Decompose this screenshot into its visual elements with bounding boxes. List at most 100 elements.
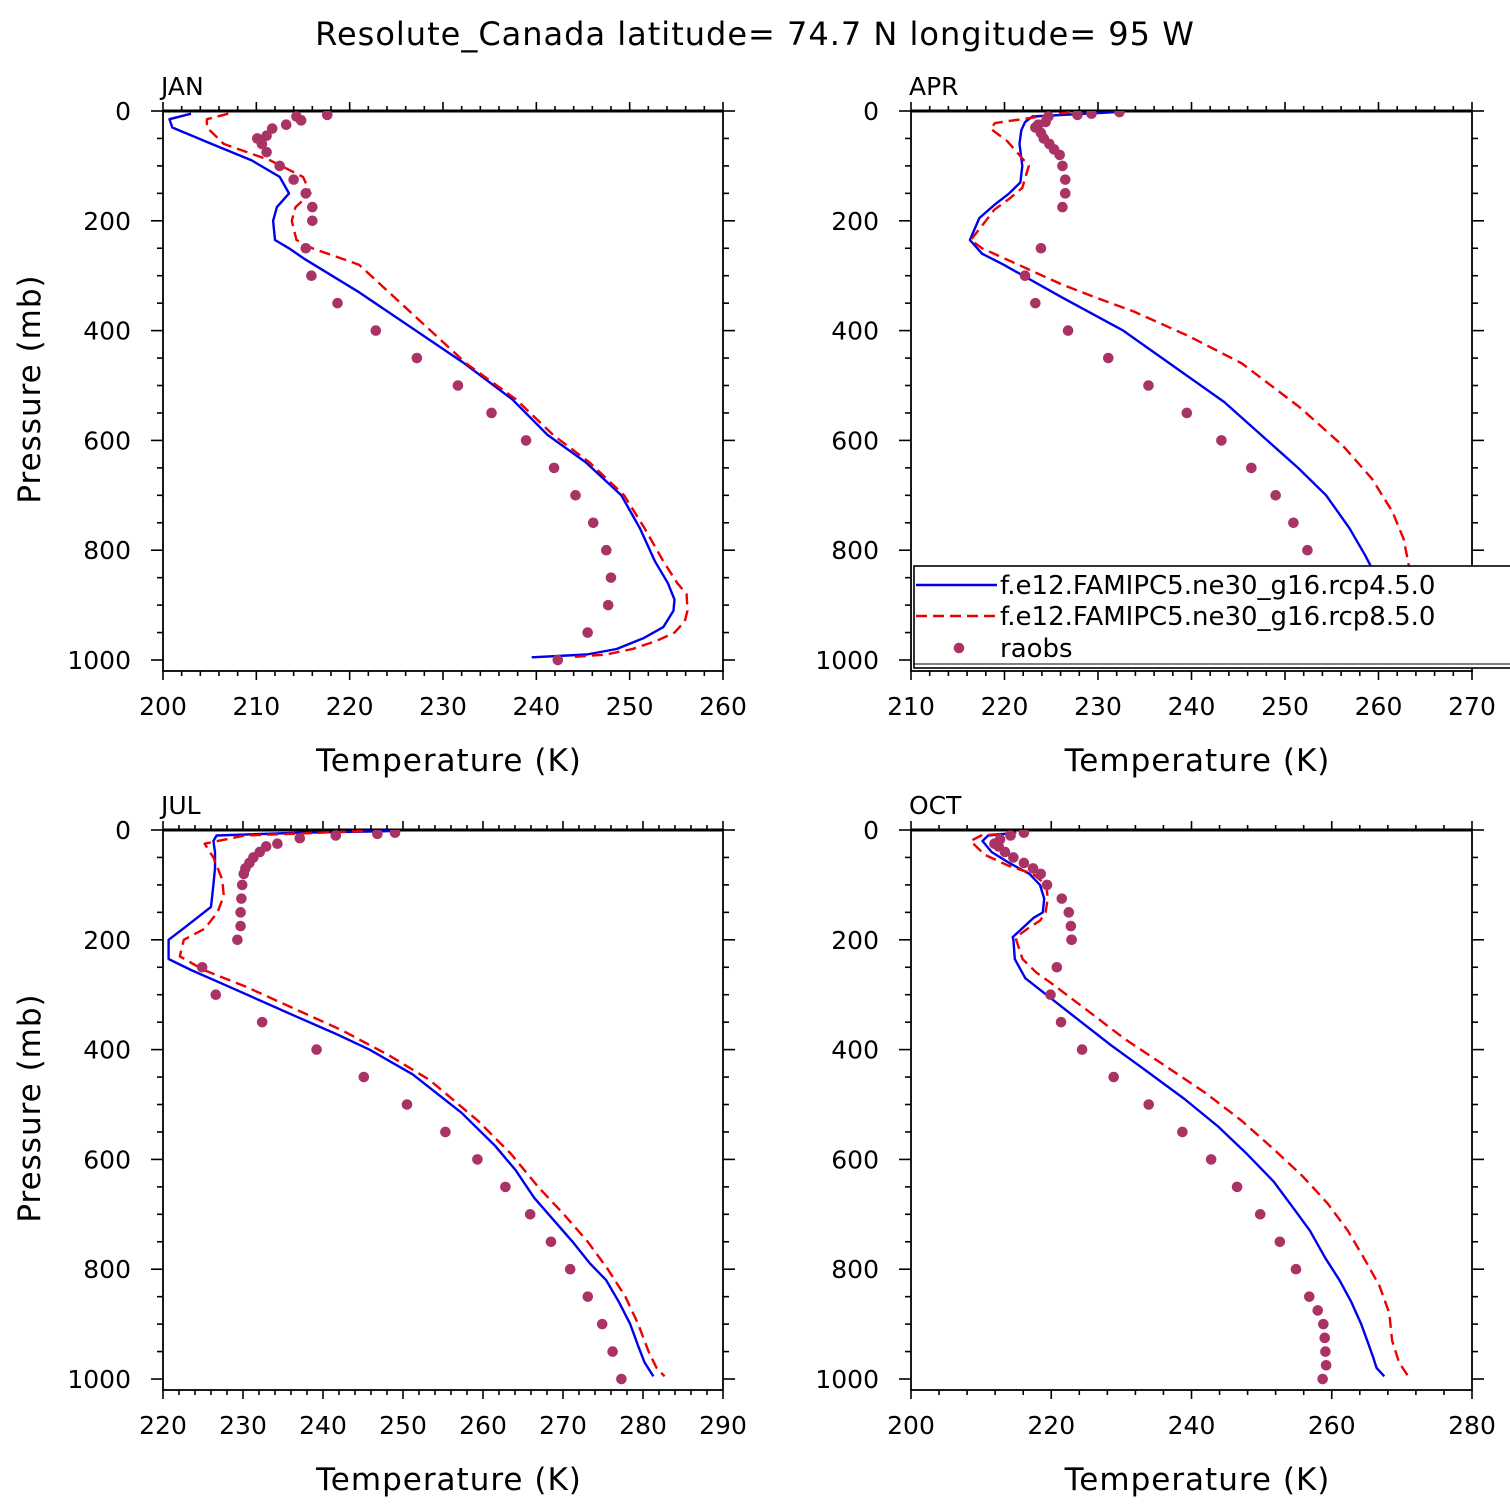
plot-frame <box>162 829 724 1391</box>
raobs-point <box>1320 1346 1331 1357</box>
y-tick-label: 400 <box>83 317 131 346</box>
raobs-point <box>1054 149 1065 161</box>
y-tick-label: 200 <box>83 207 131 236</box>
raobs-point <box>389 830 401 839</box>
raobs-point <box>306 270 317 282</box>
raobs-point <box>1063 907 1075 918</box>
raobs-point <box>330 830 342 841</box>
raobs-point <box>232 934 243 946</box>
raobs-point <box>486 407 497 419</box>
raobs-point <box>235 920 246 932</box>
raobs-point <box>238 868 250 880</box>
raobs-point <box>401 1099 413 1110</box>
x-tick-label: 260 <box>1355 692 1403 721</box>
rcp45-series-line <box>168 112 676 659</box>
raobs-point <box>1035 242 1047 254</box>
y-tick-label: 0 <box>863 97 879 126</box>
x-axis-label: Temperature (K) <box>315 743 582 779</box>
raobs-point <box>1019 270 1031 282</box>
legend-box <box>913 565 1510 669</box>
panel-oct: OCT 200 220 240 260 280 0 200 400 600 800 1000 Tempe… <box>815 791 1495 1498</box>
raobs-point <box>552 654 564 666</box>
raobs-point <box>1072 111 1083 121</box>
raobs-point <box>370 325 382 336</box>
raobs-point <box>1143 1099 1155 1110</box>
raobs-point <box>300 188 312 199</box>
panel-label: JAN <box>159 72 204 101</box>
raobs-point <box>1205 1154 1217 1165</box>
raobs-point <box>321 111 333 121</box>
raobs-point <box>1288 517 1299 529</box>
raobs-point <box>1274 1236 1286 1248</box>
raobs-point <box>274 160 285 172</box>
x-tick-label: 210 <box>232 692 280 721</box>
raobs-point <box>288 174 299 185</box>
raobs-point <box>1143 380 1154 391</box>
raobs-point <box>545 1236 557 1248</box>
raobs-point <box>1018 830 1030 839</box>
raobs-point <box>1114 111 1125 118</box>
raobs-point <box>1051 961 1063 973</box>
raobs-point <box>548 462 560 474</box>
rcp85-series-line <box>205 112 689 659</box>
x-tick-label: 220 <box>326 692 374 721</box>
raobs-point <box>1086 111 1097 120</box>
raobs-point <box>570 490 581 501</box>
panel-apr: APR 210 220 230 240 250 260 270 0 200 400 600 800 100… <box>815 72 1510 779</box>
panel-label: OCT <box>909 791 962 820</box>
raobs-point <box>307 215 318 227</box>
raobs-point <box>256 1016 268 1028</box>
raobs-point <box>1290 1263 1302 1275</box>
y-tick-label: 600 <box>831 426 879 455</box>
legend-label: raobs <box>1000 634 1073 664</box>
x-tick-label: 240 <box>1168 1411 1216 1440</box>
raobs-point <box>411 352 423 364</box>
x-tick-label: 250 <box>379 1411 427 1440</box>
y-tick-label: 1000 <box>815 1365 879 1394</box>
raobs-point <box>1045 989 1056 1001</box>
y-tick-label: 400 <box>83 1036 131 1065</box>
plot-frame <box>162 110 724 672</box>
x-tick-label: 260 <box>459 1411 507 1440</box>
raobs-point <box>1066 934 1077 946</box>
raobs-point <box>1076 1044 1088 1055</box>
raobs-point <box>210 989 222 1001</box>
raobs-point <box>582 1291 594 1302</box>
raobs-point <box>1317 1373 1328 1385</box>
raobs-point <box>332 297 343 309</box>
raobs-point <box>1304 1291 1315 1302</box>
raobs-point <box>307 201 318 213</box>
x-tick-label: 260 <box>1308 1411 1356 1440</box>
x-tick-label: 290 <box>699 1411 747 1440</box>
y-tick-label: 600 <box>831 1145 879 1174</box>
raobs-point <box>564 1263 576 1275</box>
raobs-point <box>196 961 208 973</box>
x-tick-label: 200 <box>887 1411 935 1440</box>
rcp85-series-line <box>969 831 1410 1377</box>
x-tick-label: 210 <box>887 692 935 721</box>
raobs-point <box>311 1044 322 1055</box>
raobs-point <box>1062 325 1074 336</box>
plot-area <box>969 830 1410 1385</box>
y-tick-label: 800 <box>83 1255 131 1284</box>
raobs-point <box>256 138 268 150</box>
raobs-point <box>472 1154 483 1165</box>
x-tick-label: 230 <box>219 1411 267 1440</box>
raobs-point <box>236 893 247 904</box>
x-tick-label: 250 <box>606 692 654 721</box>
x-tick-label: 250 <box>1261 692 1309 721</box>
rcp85-series-line <box>178 830 666 1378</box>
raobs-point <box>582 627 593 638</box>
raobs-point <box>999 846 1011 858</box>
raobs-point <box>1035 868 1047 880</box>
raobs-point <box>261 146 272 158</box>
y-tick-label: 800 <box>831 1255 879 1284</box>
y-tick-label: 800 <box>83 536 131 565</box>
y-tick-label: 400 <box>831 1036 879 1065</box>
panel-label: JUL <box>159 791 201 820</box>
x-tick-label: 220 <box>139 1411 187 1440</box>
plot-area <box>167 830 666 1385</box>
y-tick-label: 600 <box>83 1145 131 1174</box>
legend-label: f.e12.FAMIPC5.ne30_g16.rcp8.5.0 <box>1000 602 1435 632</box>
x-tick-label: 230 <box>1074 692 1122 721</box>
